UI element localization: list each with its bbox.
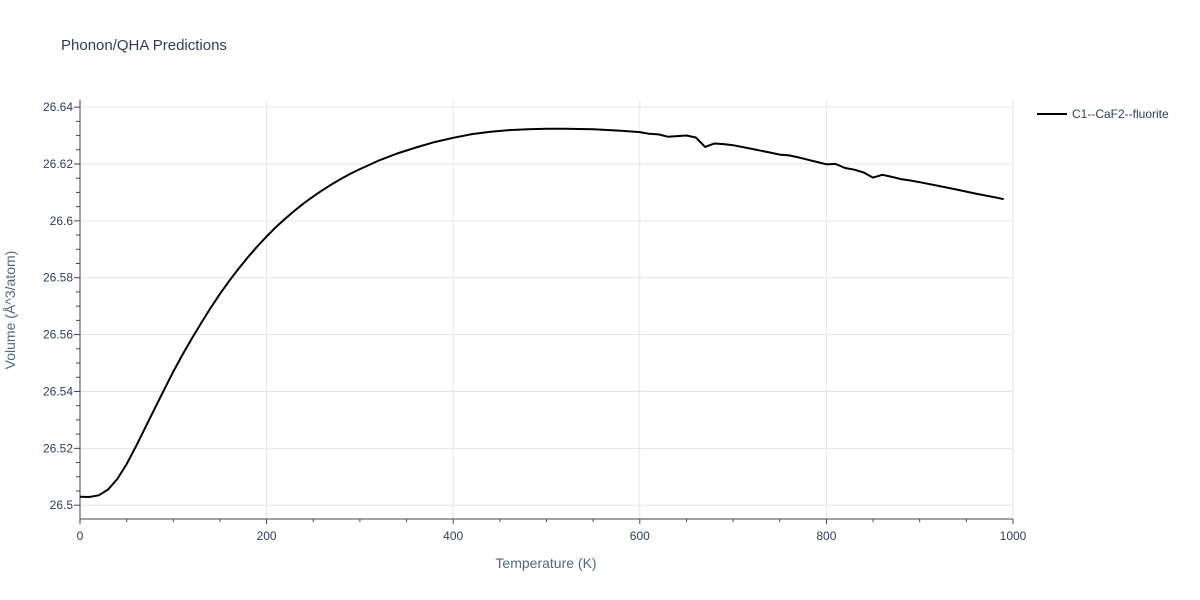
chart-title: Phonon/QHA Predictions <box>61 37 227 54</box>
x-tick-label: 200 <box>257 529 277 543</box>
x-tick-label: 1000 <box>1000 529 1027 543</box>
series-line[interactable] <box>79 127 1004 498</box>
y-tick-label: 26.52 <box>43 441 73 455</box>
x-tick-label: 400 <box>443 529 463 543</box>
y-tick-labels: 26.5 26.52 26.54 26.56 26.58 26.6 26.62 26.64 <box>43 100 73 512</box>
y-tick-label: 26.62 <box>43 157 73 171</box>
y-tick-label: 26.58 <box>43 271 73 285</box>
x-tick-label: 800 <box>816 529 836 543</box>
legend-label: C1--CaF2--fluorite <box>1072 107 1169 121</box>
x-tick-label: 0 <box>77 529 84 543</box>
y-tick-label: 26.56 <box>43 328 73 342</box>
y-gridlines <box>80 106 1013 506</box>
y-tick-label: 26.54 <box>43 384 73 398</box>
y-tick-label: 26.64 <box>43 100 73 114</box>
y-tick-label: 26.5 <box>50 498 74 512</box>
y-axis-label: Volume (Å^3/atom) <box>2 251 18 370</box>
legend[interactable]: C1--CaF2--fluorite <box>1037 107 1169 121</box>
x-axis-label: Temperature (K) <box>495 555 596 571</box>
y-tick-label: 26.6 <box>50 214 74 228</box>
x-gridlines <box>266 100 1014 518</box>
x-tick-labels: 0 200 400 600 800 1000 <box>77 529 1027 543</box>
axes <box>74 100 1014 524</box>
x-tick-label: 600 <box>630 529 650 543</box>
series-lines <box>79 127 1004 498</box>
